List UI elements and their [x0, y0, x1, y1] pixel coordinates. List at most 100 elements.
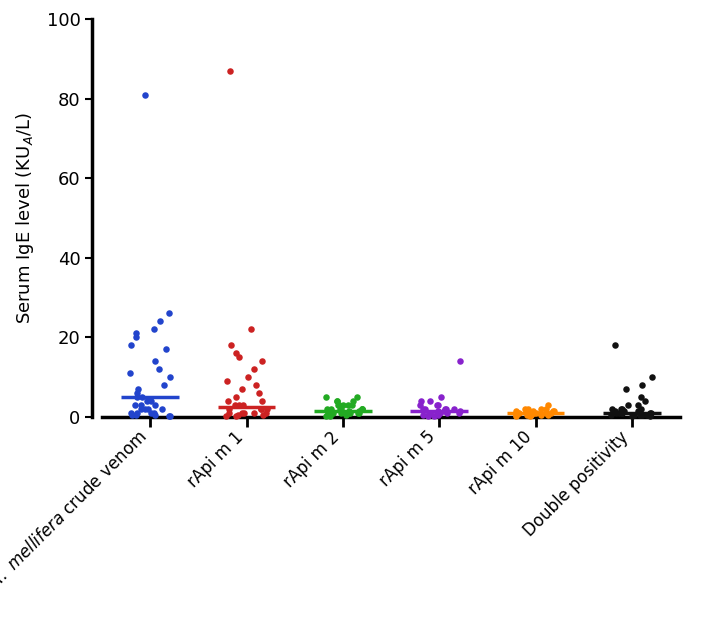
Point	[441, 408, 452, 418]
Point	[635, 404, 646, 414]
Point	[156, 404, 168, 414]
Point	[510, 410, 522, 420]
Point	[132, 408, 143, 418]
Point	[225, 66, 236, 76]
Point	[547, 406, 559, 416]
Point	[321, 404, 332, 414]
Text: $\it{A.\ mellifera}$ crude venom: $\it{A.\ mellifera}$ crude venom	[0, 428, 150, 592]
Point	[232, 410, 244, 420]
Point	[528, 408, 540, 418]
Point	[353, 408, 365, 418]
Text: rApi m 10: rApi m 10	[466, 428, 535, 498]
Point	[525, 410, 537, 420]
Point	[124, 368, 136, 378]
Point	[353, 408, 364, 419]
Point	[132, 384, 144, 394]
Point	[164, 411, 176, 421]
Point	[512, 408, 523, 418]
Point	[626, 411, 638, 421]
Point	[242, 372, 254, 382]
Point	[454, 408, 465, 418]
Point	[636, 410, 648, 420]
Point	[610, 408, 621, 419]
Point	[620, 384, 631, 394]
Point	[139, 90, 151, 100]
Text: rApi m 5: rApi m 5	[377, 428, 439, 490]
Point	[125, 408, 137, 418]
Point	[542, 399, 553, 410]
Point	[530, 408, 542, 418]
Point	[248, 408, 260, 418]
Point	[513, 408, 525, 419]
Point	[239, 408, 250, 418]
Point	[434, 408, 445, 419]
Point	[164, 411, 175, 421]
Point	[432, 406, 444, 416]
Point	[616, 404, 627, 414]
Point	[336, 408, 347, 418]
Point	[417, 404, 429, 414]
Point	[136, 399, 147, 410]
Point	[261, 404, 272, 414]
Point	[237, 384, 248, 394]
Point	[223, 404, 235, 414]
Point	[331, 395, 343, 406]
Point	[154, 364, 165, 374]
Point	[629, 410, 640, 420]
Y-axis label: Serum IgE level (KU$_{A}$/L): Serum IgE level (KU$_{A}$/L)	[14, 112, 36, 324]
Point	[541, 404, 552, 414]
Point	[256, 404, 267, 414]
Point	[618, 406, 629, 416]
Point	[436, 392, 447, 402]
Point	[322, 408, 333, 418]
Point	[422, 410, 433, 420]
Point	[164, 372, 176, 382]
Point	[641, 410, 653, 420]
Point	[548, 406, 560, 416]
Point	[521, 410, 533, 420]
Point	[159, 379, 170, 390]
Point	[542, 410, 554, 420]
Point	[646, 408, 657, 419]
Point	[416, 395, 427, 406]
Text: rApi m 2: rApi m 2	[280, 428, 343, 490]
Point	[149, 324, 160, 335]
Point	[160, 344, 171, 354]
Point	[141, 395, 153, 406]
Point	[346, 399, 358, 410]
Point	[230, 392, 242, 402]
Point	[220, 411, 231, 421]
Point	[616, 408, 628, 418]
Point	[164, 308, 175, 319]
Point	[535, 410, 547, 420]
Point	[432, 410, 444, 420]
Point	[236, 408, 247, 418]
Point	[225, 340, 237, 350]
Point	[129, 399, 141, 410]
Point	[639, 395, 651, 406]
Point	[137, 392, 148, 402]
Point	[646, 372, 658, 382]
Point	[632, 399, 643, 410]
Point	[333, 399, 344, 410]
Point	[422, 411, 434, 421]
Point	[245, 324, 257, 335]
Point	[130, 332, 141, 342]
Point	[131, 410, 142, 420]
Point	[632, 406, 643, 416]
Point	[340, 410, 351, 420]
Point	[251, 379, 262, 390]
Point	[223, 408, 235, 419]
Point	[154, 316, 166, 326]
Point	[230, 348, 241, 358]
Point	[523, 408, 534, 419]
Point	[323, 410, 334, 420]
Point	[449, 404, 460, 414]
Point	[149, 399, 161, 410]
Point	[149, 408, 160, 418]
Point	[126, 410, 137, 420]
Point	[540, 408, 552, 418]
Point	[149, 410, 161, 420]
Point	[131, 392, 142, 402]
Point	[616, 404, 627, 414]
